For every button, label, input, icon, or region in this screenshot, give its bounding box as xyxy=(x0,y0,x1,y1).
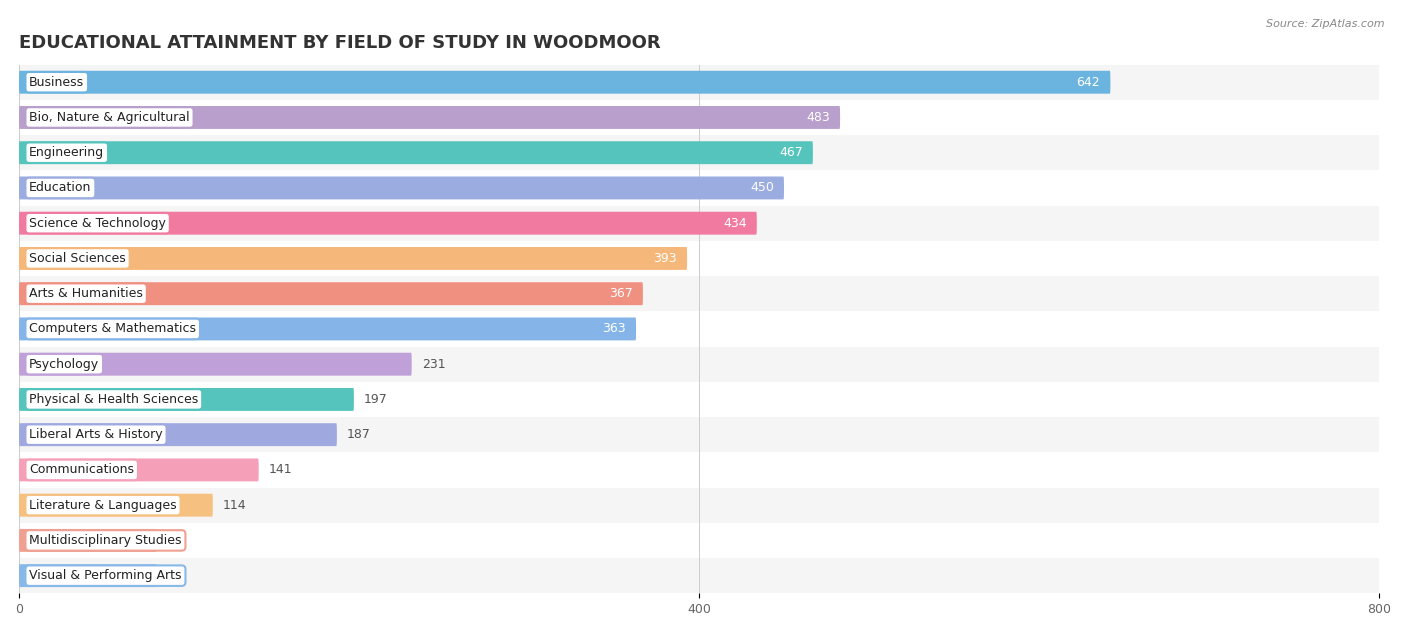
FancyBboxPatch shape xyxy=(20,106,841,129)
Text: 467: 467 xyxy=(779,146,803,159)
Bar xyxy=(20,452,1379,488)
Bar xyxy=(20,346,1379,382)
FancyBboxPatch shape xyxy=(20,282,643,305)
FancyBboxPatch shape xyxy=(20,564,156,587)
Bar xyxy=(20,417,1379,452)
FancyBboxPatch shape xyxy=(20,388,354,411)
Bar xyxy=(20,64,1379,100)
Text: 483: 483 xyxy=(806,111,830,124)
FancyBboxPatch shape xyxy=(20,212,756,235)
Bar xyxy=(20,206,1379,241)
Bar xyxy=(20,71,1111,93)
Text: 231: 231 xyxy=(422,358,446,370)
FancyBboxPatch shape xyxy=(20,529,156,552)
Bar xyxy=(20,523,1379,558)
Bar xyxy=(20,100,1379,135)
Bar xyxy=(20,276,1379,311)
FancyBboxPatch shape xyxy=(20,493,212,517)
Text: Literature & Languages: Literature & Languages xyxy=(30,498,177,512)
Bar xyxy=(20,488,1379,523)
Text: 141: 141 xyxy=(269,463,292,476)
Text: 642: 642 xyxy=(1077,76,1101,89)
FancyBboxPatch shape xyxy=(20,317,636,340)
Text: 197: 197 xyxy=(364,393,388,406)
FancyBboxPatch shape xyxy=(20,177,785,199)
Bar xyxy=(20,558,1379,593)
Bar xyxy=(20,388,354,411)
FancyBboxPatch shape xyxy=(20,459,259,481)
Text: Education: Education xyxy=(30,182,91,194)
Bar xyxy=(20,135,1379,170)
Text: 393: 393 xyxy=(654,252,676,265)
FancyBboxPatch shape xyxy=(20,71,1111,93)
Text: Source: ZipAtlas.com: Source: ZipAtlas.com xyxy=(1267,19,1385,29)
Text: 81: 81 xyxy=(167,534,183,547)
Text: 114: 114 xyxy=(224,498,246,512)
Bar xyxy=(20,177,785,199)
Bar xyxy=(20,141,813,164)
Text: Visual & Performing Arts: Visual & Performing Arts xyxy=(30,569,181,582)
FancyBboxPatch shape xyxy=(20,423,337,446)
Text: 187: 187 xyxy=(347,428,371,441)
Text: Arts & Humanities: Arts & Humanities xyxy=(30,287,143,300)
Bar xyxy=(20,459,259,481)
Bar xyxy=(20,247,688,270)
Text: Computers & Mathematics: Computers & Mathematics xyxy=(30,322,197,336)
FancyBboxPatch shape xyxy=(20,141,813,164)
Text: Multidisciplinary Studies: Multidisciplinary Studies xyxy=(30,534,181,547)
Text: 363: 363 xyxy=(602,322,626,336)
Text: Social Sciences: Social Sciences xyxy=(30,252,127,265)
Text: Science & Technology: Science & Technology xyxy=(30,216,166,230)
FancyBboxPatch shape xyxy=(20,247,688,270)
Text: Psychology: Psychology xyxy=(30,358,100,370)
Bar xyxy=(20,282,643,305)
Text: 450: 450 xyxy=(749,182,773,194)
Bar xyxy=(20,493,212,517)
Text: EDUCATIONAL ATTAINMENT BY FIELD OF STUDY IN WOODMOOR: EDUCATIONAL ATTAINMENT BY FIELD OF STUDY… xyxy=(20,34,661,52)
Bar xyxy=(20,529,156,552)
Text: 434: 434 xyxy=(723,216,747,230)
FancyBboxPatch shape xyxy=(20,353,412,375)
Bar xyxy=(20,241,1379,276)
Bar xyxy=(20,106,841,129)
Bar xyxy=(20,311,1379,346)
Bar xyxy=(20,353,412,375)
Text: Liberal Arts & History: Liberal Arts & History xyxy=(30,428,163,441)
Bar xyxy=(20,170,1379,206)
Bar xyxy=(20,423,337,446)
Bar xyxy=(20,564,156,587)
Text: 81: 81 xyxy=(167,569,183,582)
Text: Physical & Health Sciences: Physical & Health Sciences xyxy=(30,393,198,406)
Bar xyxy=(20,317,636,340)
Text: Communications: Communications xyxy=(30,463,134,476)
Text: Engineering: Engineering xyxy=(30,146,104,159)
Text: 367: 367 xyxy=(609,287,633,300)
Text: Bio, Nature & Agricultural: Bio, Nature & Agricultural xyxy=(30,111,190,124)
Bar xyxy=(20,212,756,235)
Bar xyxy=(20,382,1379,417)
Text: Business: Business xyxy=(30,76,84,89)
